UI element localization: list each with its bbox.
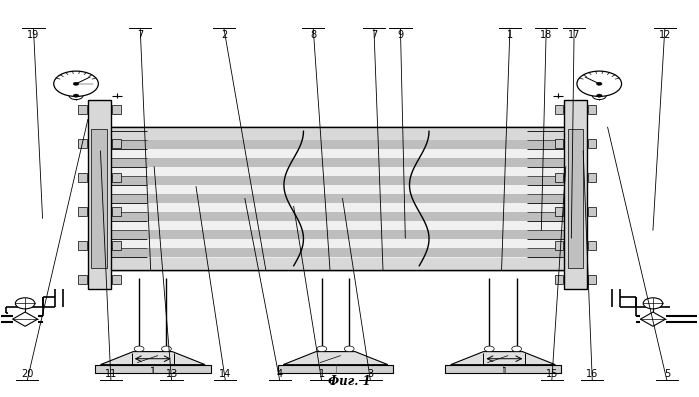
Text: 5: 5: [664, 368, 670, 378]
Bar: [113, 241, 121, 251]
Bar: [113, 173, 121, 182]
Bar: [109, 149, 565, 158]
Circle shape: [345, 346, 354, 352]
Text: 1: 1: [150, 367, 156, 376]
Bar: [109, 140, 565, 149]
Text: 1: 1: [501, 367, 507, 376]
Bar: [588, 105, 596, 114]
Text: 15: 15: [546, 368, 558, 378]
Circle shape: [577, 71, 621, 96]
Bar: [88, 100, 111, 289]
Text: 12: 12: [658, 30, 671, 40]
Circle shape: [484, 346, 494, 352]
Circle shape: [643, 298, 663, 309]
Bar: [109, 230, 565, 239]
Text: 14: 14: [219, 368, 231, 378]
Bar: [554, 241, 563, 251]
Polygon shape: [101, 352, 205, 365]
Circle shape: [596, 94, 602, 97]
Bar: [78, 241, 87, 251]
Bar: [109, 221, 565, 230]
Circle shape: [69, 92, 83, 100]
Bar: [109, 185, 565, 194]
Bar: [568, 129, 583, 268]
Bar: [588, 207, 596, 216]
Bar: [588, 241, 596, 251]
Bar: [109, 212, 565, 221]
Bar: [78, 105, 87, 114]
Text: 19: 19: [27, 30, 40, 40]
Bar: [92, 129, 108, 268]
Text: 1: 1: [319, 368, 324, 378]
Bar: [554, 105, 563, 114]
Bar: [113, 207, 121, 216]
Circle shape: [15, 298, 35, 309]
Bar: [109, 239, 565, 248]
Bar: [588, 139, 596, 148]
Bar: [109, 176, 565, 185]
Text: 7: 7: [370, 30, 377, 40]
Text: 3: 3: [368, 368, 373, 378]
Bar: [564, 100, 586, 289]
Bar: [113, 105, 121, 114]
Circle shape: [73, 94, 79, 97]
Circle shape: [134, 346, 144, 352]
Bar: [109, 158, 565, 167]
Bar: [588, 275, 596, 284]
Circle shape: [596, 82, 602, 85]
Bar: [78, 275, 87, 284]
Circle shape: [54, 71, 99, 96]
Bar: [554, 207, 563, 216]
Circle shape: [512, 346, 521, 352]
Text: 18: 18: [540, 30, 552, 40]
Bar: [95, 365, 210, 373]
Polygon shape: [283, 352, 388, 365]
Bar: [109, 248, 565, 257]
Bar: [109, 203, 565, 212]
Bar: [109, 127, 565, 270]
Circle shape: [73, 82, 79, 85]
Bar: [109, 127, 565, 143]
Text: 2: 2: [221, 30, 227, 40]
Bar: [445, 365, 561, 373]
Bar: [554, 139, 563, 148]
Polygon shape: [451, 352, 555, 365]
Bar: [78, 207, 87, 216]
Bar: [78, 139, 87, 148]
Bar: [113, 139, 121, 148]
Bar: [109, 194, 565, 203]
Circle shape: [161, 346, 171, 352]
Circle shape: [592, 92, 606, 100]
Text: 9: 9: [397, 30, 403, 40]
Text: 13: 13: [166, 368, 178, 378]
Text: 1: 1: [507, 30, 513, 40]
Bar: [78, 173, 87, 182]
Text: 16: 16: [586, 368, 598, 378]
Bar: [109, 167, 565, 176]
Text: Фиг. 1: Фиг. 1: [329, 375, 370, 388]
Polygon shape: [640, 312, 665, 326]
Bar: [109, 258, 565, 270]
Bar: [588, 173, 596, 182]
Text: 4: 4: [277, 368, 283, 378]
Text: 8: 8: [310, 30, 316, 40]
Bar: [278, 365, 394, 373]
Circle shape: [317, 346, 326, 352]
Bar: [113, 275, 121, 284]
Text: 11: 11: [105, 368, 117, 378]
Text: 7: 7: [137, 30, 143, 40]
Text: 17: 17: [568, 30, 580, 40]
Polygon shape: [13, 312, 38, 326]
Bar: [554, 275, 563, 284]
Text: 20: 20: [21, 368, 34, 378]
Bar: [554, 173, 563, 182]
